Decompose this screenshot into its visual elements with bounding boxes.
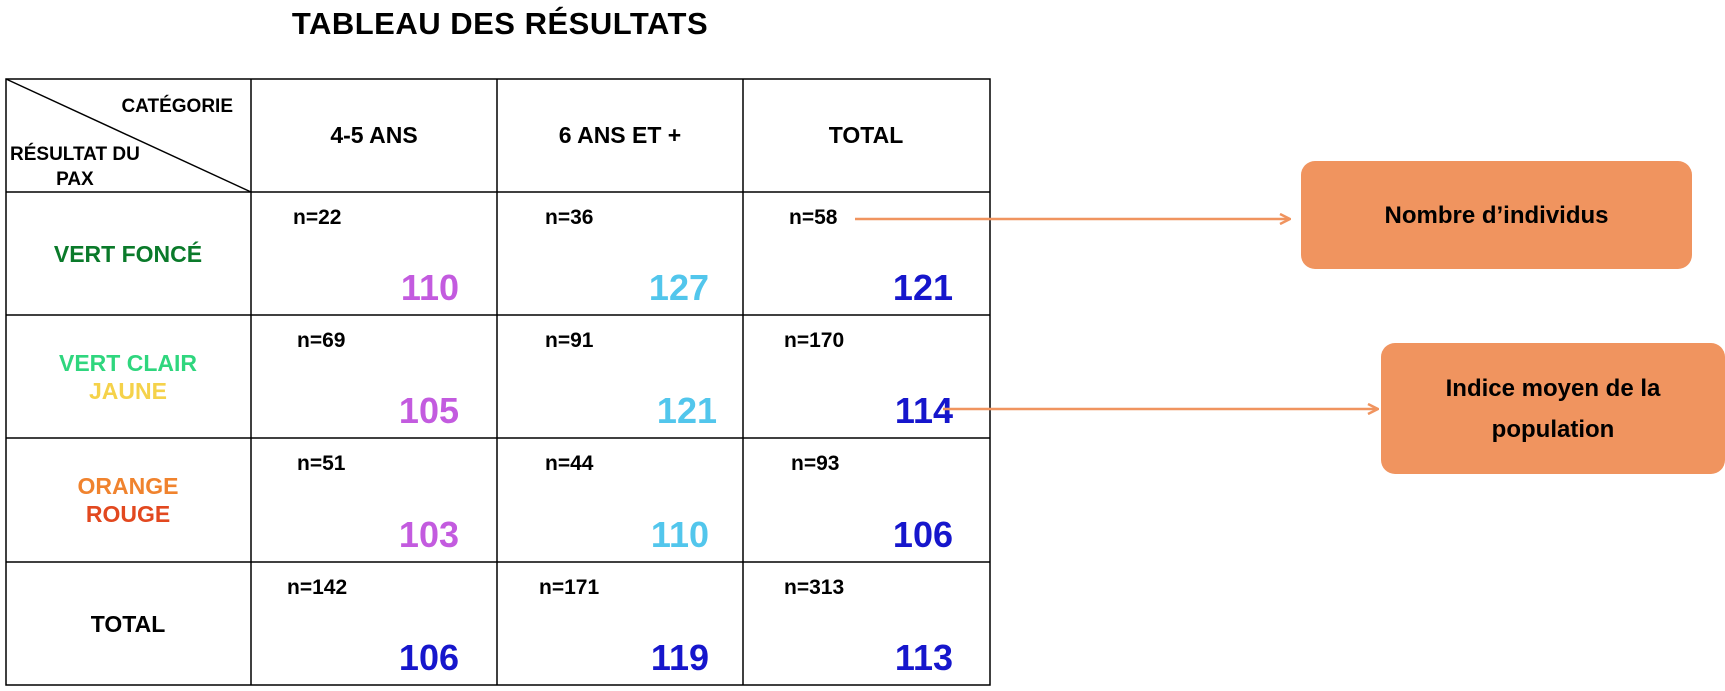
row-header-line: ORANGE — [77, 473, 179, 499]
count-label: n=91 — [545, 329, 594, 352]
row-header: VERT CLAIR JAUNE — [5, 315, 251, 438]
count-label: n=142 — [287, 576, 348, 599]
table-cell: n=142 106 — [251, 562, 497, 685]
count-label: n=58 — [789, 206, 838, 229]
table-cell: n=44 110 — [497, 438, 743, 562]
callout-count-text: Nombre d’individus — [1384, 201, 1609, 229]
index-value: 106 — [892, 514, 953, 555]
table-grid — [5, 78, 991, 686]
table-cell: n=93 106 — [743, 438, 989, 562]
table-cell: n=36 127 — [497, 192, 743, 315]
corner-diagonal — [5, 78, 252, 193]
count-label: n=36 — [545, 206, 594, 229]
row-header-line: VERT CLAIR — [59, 349, 197, 376]
row-header-line: ROUGE — [85, 501, 171, 527]
corner-category-label: CATÉGORIE — [121, 96, 233, 117]
table-cell: n=51 103 — [251, 438, 497, 562]
count-label: n=69 — [297, 329, 346, 352]
count-label: n=170 — [784, 329, 845, 352]
page-title: TABLEAU DES RÉSULTATS — [291, 6, 709, 41]
corner-result-label: RÉSULTAT DU PAX — [10, 142, 140, 192]
index-value: 113 — [894, 637, 953, 678]
table-cell: n=313 113 — [743, 562, 989, 685]
row-header-line: TOTAL — [90, 610, 166, 637]
index-value: 106 — [398, 637, 459, 678]
row-header-line: VERT FONCÉ — [53, 240, 203, 267]
index-value: 110 — [650, 514, 709, 555]
callout-index-line2: population — [1491, 415, 1615, 443]
table-cell: n=171 119 — [497, 562, 743, 685]
callout-index-line1: Indice moyen de la — [1445, 374, 1661, 402]
callout-count: Nombre d’individus — [1301, 161, 1692, 269]
corner-cell: CATÉGORIE RÉSULTAT DU PAX — [5, 78, 251, 192]
column-header-6-plus: 6 ANS ET + — [558, 121, 682, 148]
corner-result-line1: RÉSULTAT DU — [10, 144, 140, 165]
table-cell: n=22 110 — [251, 192, 497, 315]
index-value: 110 — [400, 267, 459, 308]
results-table: CATÉGORIE RÉSULTAT DU PAX 4-5 ANS 6 ANS … — [5, 78, 991, 686]
column-header-4-5: 4-5 ANS — [330, 121, 418, 148]
table-cell: n=91 121 — [497, 315, 743, 438]
index-value: 121 — [892, 267, 953, 308]
column-header-total: TOTAL — [828, 121, 904, 148]
index-value: 103 — [398, 514, 459, 555]
count-label: n=51 — [297, 452, 346, 475]
table-cell: n=170 114 — [743, 315, 989, 438]
count-label: n=44 — [545, 452, 594, 475]
index-value: 119 — [650, 637, 709, 678]
row-header-line: JAUNE — [89, 377, 167, 404]
count-label: n=313 — [784, 576, 845, 599]
count-label: n=22 — [293, 206, 342, 229]
row-header: TOTAL — [5, 562, 251, 685]
count-label: n=171 — [539, 576, 600, 599]
count-label: n=93 — [791, 452, 840, 475]
table-cell: n=58 121 — [743, 192, 989, 315]
corner-result-line2: PAX — [56, 169, 94, 190]
callout-index: Indice moyen de la population — [1381, 343, 1725, 474]
row-header: ORANGE ROUGE — [5, 438, 251, 562]
row-header: VERT FONCÉ — [5, 192, 251, 315]
index-value: 127 — [648, 267, 709, 308]
table-cell: n=69 105 — [251, 315, 497, 438]
index-value: 121 — [656, 390, 717, 431]
index-value: 114 — [894, 390, 953, 431]
index-value: 105 — [398, 390, 459, 431]
